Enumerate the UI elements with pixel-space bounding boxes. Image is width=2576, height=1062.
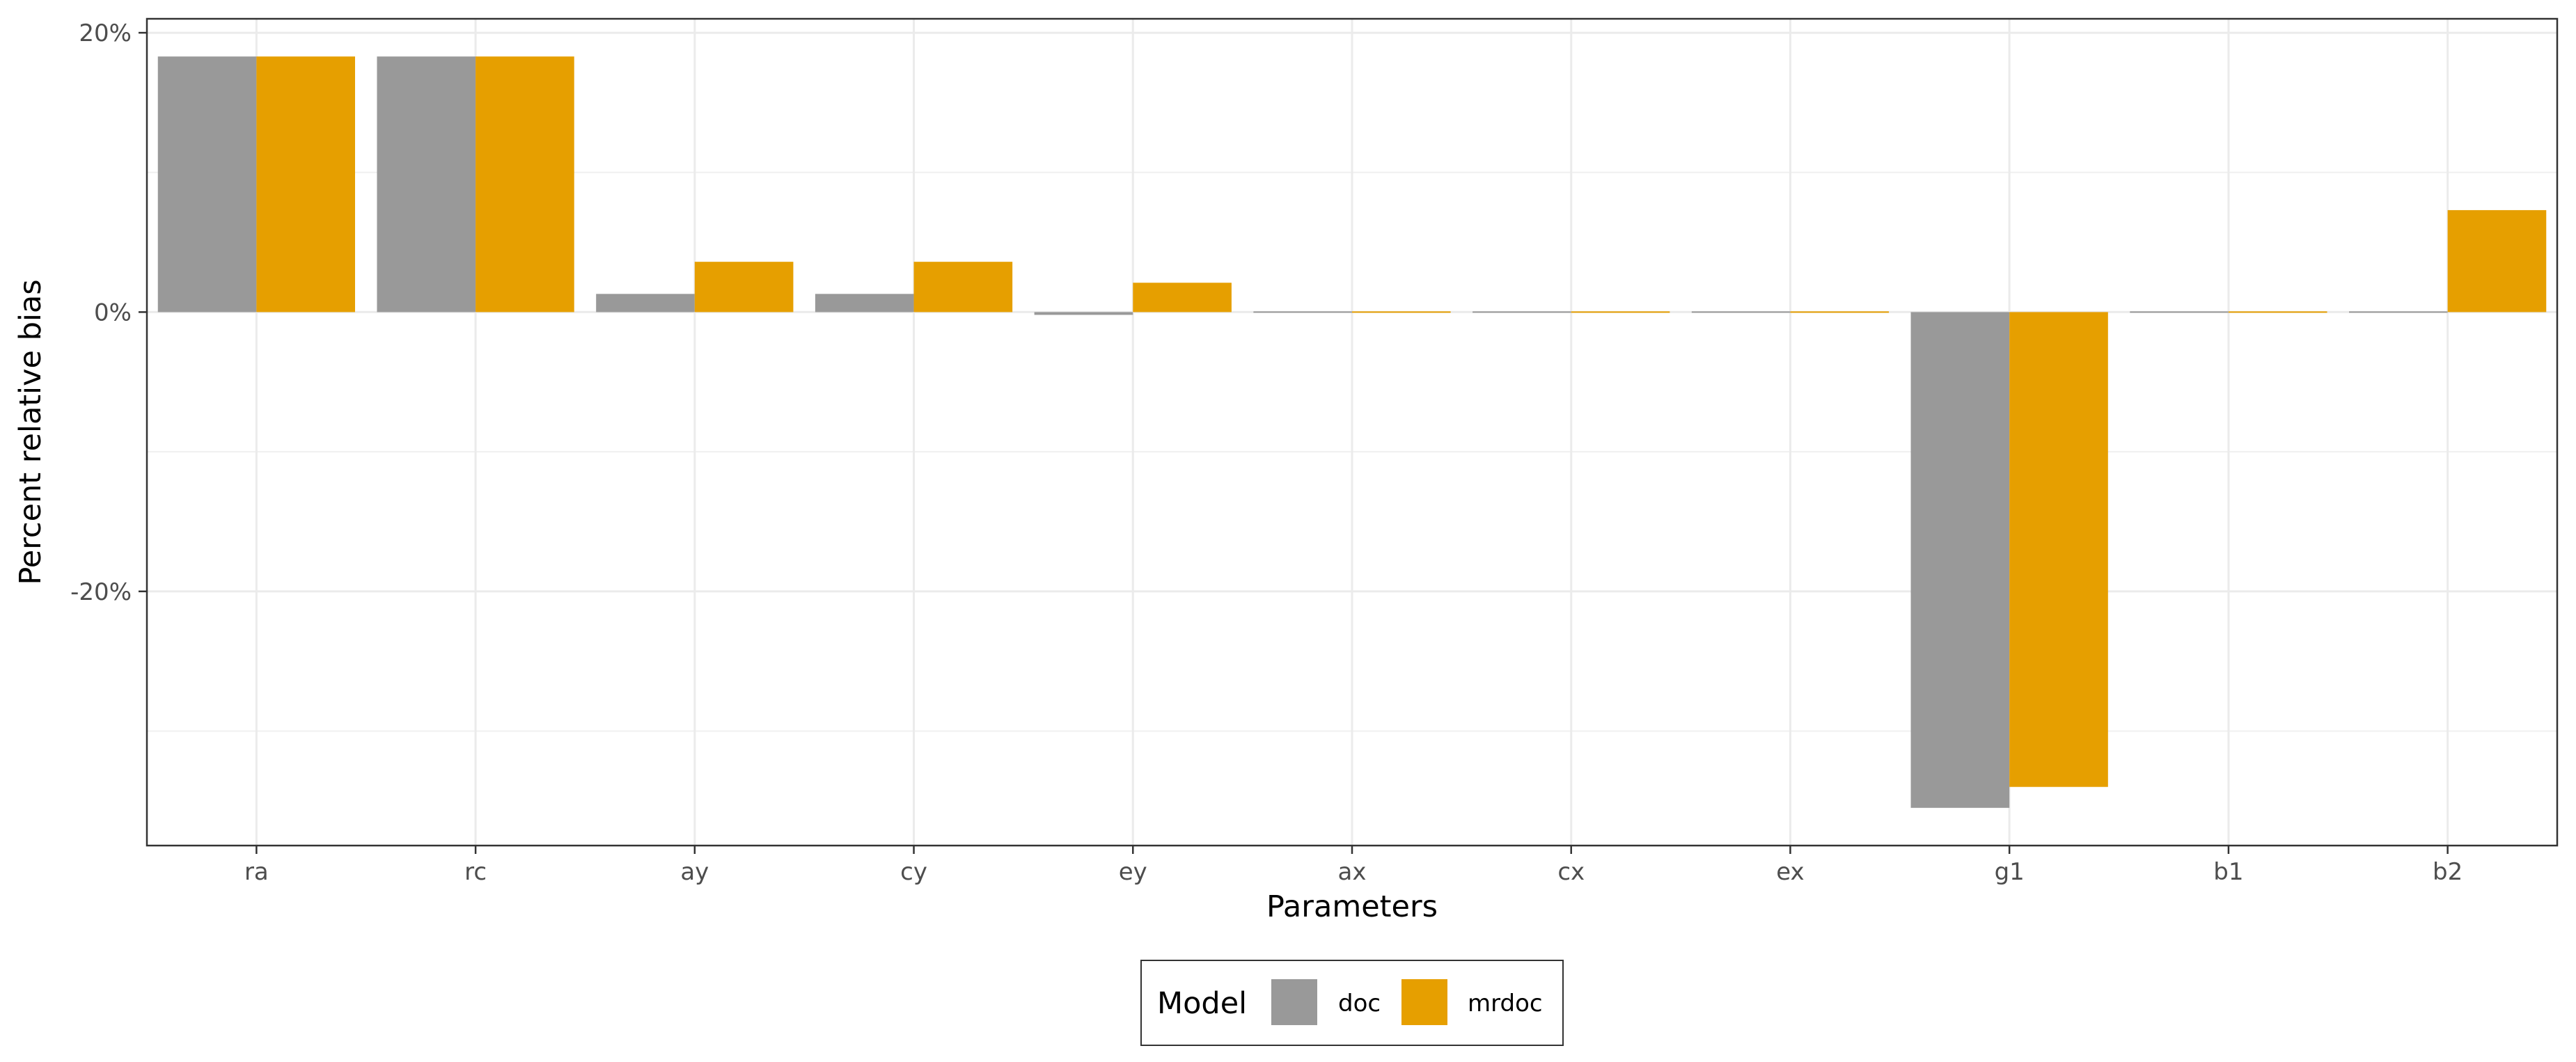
y-axis: 20% 0% -20% bbox=[70, 19, 147, 606]
bar-mrdoc-ay bbox=[694, 262, 794, 312]
bar-doc-rc bbox=[377, 56, 476, 312]
x-tick-label-ey: ey bbox=[1119, 858, 1147, 886]
bar-doc-cx bbox=[1472, 311, 1571, 313]
x-tick-label-ra: ra bbox=[244, 858, 269, 886]
y-axis-title: Percent relative bias bbox=[13, 279, 48, 585]
bar-doc-g1 bbox=[1910, 312, 2010, 808]
bar-mrdoc-cy bbox=[913, 262, 1013, 312]
bar-doc-ay bbox=[596, 294, 695, 312]
legend-label-mrdoc: mrdoc bbox=[1468, 990, 1543, 1017]
x-tick-label-rc: rc bbox=[464, 858, 487, 886]
x-tick-label-ax: ax bbox=[1338, 858, 1367, 886]
bar-mrdoc-ax bbox=[1352, 311, 1451, 313]
x-tick-label-cy: cy bbox=[900, 858, 927, 886]
bars bbox=[157, 56, 2547, 808]
y-tick-label: -20% bbox=[70, 578, 132, 606]
x-axis-title: Parameters bbox=[1266, 889, 1438, 924]
x-tick-label-ay: ay bbox=[680, 858, 709, 886]
legend: Model doc mrdoc bbox=[1140, 960, 1564, 1046]
bar-mrdoc-ex bbox=[1790, 311, 1890, 313]
x-tick-label-ex: ex bbox=[1776, 858, 1804, 886]
bar-mrdoc-g1 bbox=[2009, 312, 2108, 787]
bar-doc-cy bbox=[815, 294, 914, 312]
legend-key-doc bbox=[1271, 979, 1317, 1025]
y-tick-label: 20% bbox=[79, 19, 132, 47]
legend-label-doc: doc bbox=[1338, 990, 1381, 1017]
legend-box bbox=[1140, 960, 1564, 1046]
bar-mrdoc-ra bbox=[256, 56, 355, 312]
bar-doc-ey bbox=[1034, 312, 1133, 315]
bar-mrdoc-rc bbox=[476, 56, 574, 312]
bar-doc-ra bbox=[157, 56, 257, 312]
x-tick-label-cx: cx bbox=[1557, 858, 1585, 886]
x-axis: ra rc ay cy ey ax cx ex g1 b1 b2 bbox=[244, 846, 2463, 886]
x-tick-label-b1: b1 bbox=[2213, 858, 2243, 886]
legend-key-mrdoc bbox=[1401, 979, 1447, 1025]
bar-mrdoc-cx bbox=[1571, 311, 1670, 313]
bar-doc-ax bbox=[1253, 311, 1352, 313]
x-tick-label-b2: b2 bbox=[2433, 858, 2463, 886]
bar-doc-b2 bbox=[2349, 311, 2448, 313]
legend-title: Model bbox=[1157, 986, 1247, 1021]
bar-mrdoc-b2 bbox=[2447, 209, 2547, 312]
bar-mrdoc-b1 bbox=[2228, 311, 2327, 313]
y-tick-label: 0% bbox=[94, 299, 132, 326]
bar-doc-ex bbox=[1691, 311, 1791, 313]
x-tick-label-g1: g1 bbox=[1995, 858, 2025, 886]
bar-mrdoc-ey bbox=[1133, 283, 1232, 312]
bar-doc-b1 bbox=[2130, 311, 2229, 313]
